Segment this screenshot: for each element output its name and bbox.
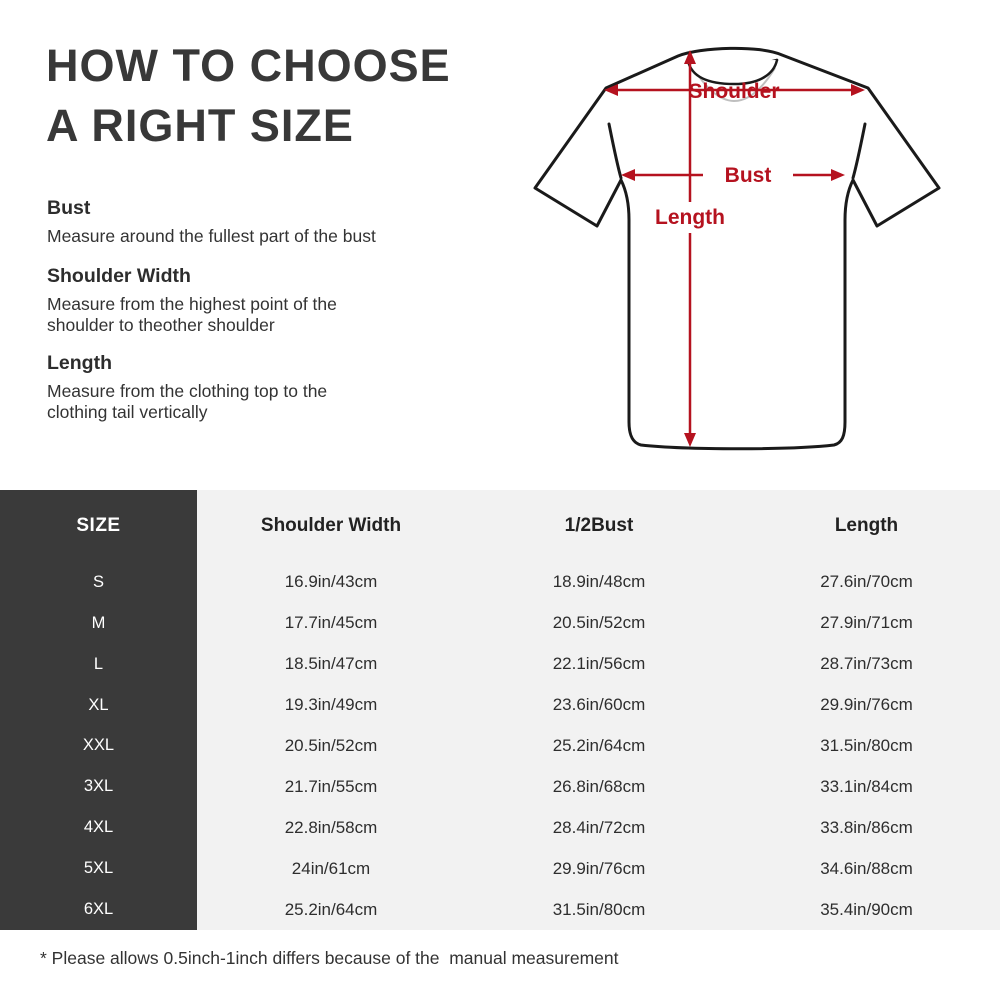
bust-value: 31.5in/80cm	[465, 889, 733, 930]
tshirt-outline	[533, 46, 941, 451]
section-text-shoulder-line2: shoulder to theother shoulder	[47, 315, 275, 335]
bust-value: 22.1in/56cm	[465, 643, 733, 685]
shoulder-value: 17.7in/45cm	[197, 602, 465, 644]
section-text-shoulder-line1: Measure from the highest point of the	[47, 294, 337, 314]
section-text-bust-line1: Measure around the fullest part of the b…	[47, 226, 376, 246]
bust-arrow-label: Bust	[725, 164, 772, 187]
length-value: 28.7in/73cm	[733, 643, 1000, 685]
size-label: M	[0, 602, 197, 644]
shoulder-value: 20.5in/52cm	[197, 725, 465, 767]
bust-value: 18.9in/48cm	[465, 562, 733, 603]
column-header-size: SIZE	[0, 490, 197, 562]
measurement-disclaimer: * Please allows 0.5inch-1inch differs be…	[40, 948, 619, 968]
section-heading-bust: Bust	[47, 197, 91, 219]
size-label: 6XL	[0, 889, 197, 930]
bust-value: 28.4in/72cm	[465, 807, 733, 849]
collar-shadow-arc	[691, 65, 776, 102]
page-title-line1: HOW TO CHOOSE	[46, 40, 451, 91]
collar-opening-bottom	[686, 58, 779, 86]
shoulder-value: 19.3in/49cm	[197, 684, 465, 726]
shoulder-value: 25.2in/64cm	[197, 889, 465, 930]
shoulder-value: 24in/61cm	[197, 848, 465, 890]
size-label: 5XL	[0, 848, 197, 890]
bust-value: 26.8in/68cm	[465, 766, 733, 808]
length-value: 31.5in/80cm	[733, 725, 1000, 767]
bust-value: 25.2in/64cm	[465, 725, 733, 767]
length-arrowhead-top	[684, 50, 696, 64]
section-heading-shoulder-width: Shoulder Width	[47, 265, 191, 287]
length-arrow-label: Length	[655, 206, 725, 229]
shoulder-value: 16.9in/43cm	[197, 562, 465, 603]
section-text-shoulder-width: Measure from the highest point of the sh…	[47, 294, 467, 336]
size-label: 3XL	[0, 766, 197, 808]
section-text-length-line2: clothing tail vertically	[47, 402, 208, 422]
bust-value: 23.6in/60cm	[465, 684, 733, 726]
length-value: 27.6in/70cm	[733, 562, 1000, 603]
length-value: 33.1in/84cm	[733, 766, 1000, 808]
bust-value: 20.5in/52cm	[465, 602, 733, 644]
shoulder-value: 18.5in/47cm	[197, 643, 465, 685]
section-text-length-line1: Measure from the clothing top to the	[47, 381, 328, 401]
column-header-half-bust: 1/2Bust	[465, 490, 733, 562]
size-label: L	[0, 643, 197, 685]
page-title: HOW TO CHOOSE A RIGHT SIZE	[46, 36, 516, 156]
size-table: SIZE Shoulder Width 1/2Bust Length S 16.…	[0, 490, 1000, 930]
page-title-line2: A RIGHT SIZE	[46, 100, 354, 151]
size-label: XXL	[0, 725, 197, 767]
bust-arrowhead-right	[831, 169, 845, 181]
shoulder-arrowhead-right	[851, 84, 865, 96]
left-sleeve-seam	[607, 122, 623, 180]
section-text-bust: Measure around the fullest part of the b…	[47, 226, 467, 247]
size-label: XL	[0, 684, 197, 726]
shoulder-arrowhead-left	[604, 84, 618, 96]
right-sleeve-seam	[851, 122, 867, 180]
size-label: 4XL	[0, 807, 197, 849]
length-value: 29.9in/76cm	[733, 684, 1000, 726]
column-header-shoulder-width: Shoulder Width	[197, 490, 465, 562]
bust-value: 29.9in/76cm	[465, 848, 733, 890]
size-label: S	[0, 562, 197, 603]
length-arrowhead-bottom	[684, 433, 696, 447]
shoulder-value: 21.7in/55cm	[197, 766, 465, 808]
shoulder-value: 22.8in/58cm	[197, 807, 465, 849]
section-text-length: Measure from the clothing top to the clo…	[47, 381, 467, 423]
tshirt-measurement-diagram: Shoulder Bust Length	[533, 46, 941, 451]
length-value: 34.6in/88cm	[733, 848, 1000, 890]
length-value: 27.9in/71cm	[733, 602, 1000, 644]
shoulder-arrow-label: Shoulder	[688, 80, 779, 103]
bust-arrowhead-left	[621, 169, 635, 181]
length-value: 33.8in/86cm	[733, 807, 1000, 849]
length-value: 35.4in/90cm	[733, 889, 1000, 930]
section-heading-length: Length	[47, 352, 112, 374]
column-header-length: Length	[733, 490, 1000, 562]
